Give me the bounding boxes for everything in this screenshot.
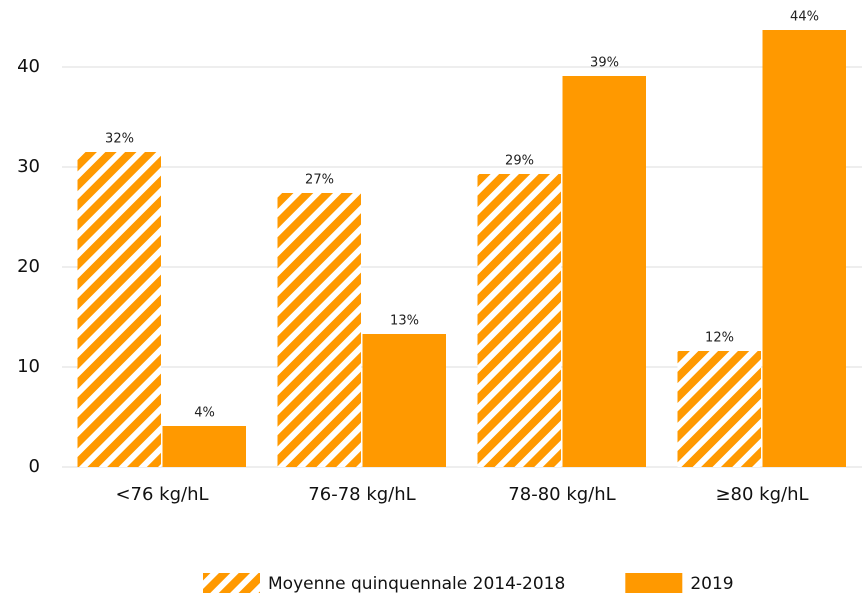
x-tick-label: <76 kg/hL	[115, 484, 208, 505]
value-label: 13%	[390, 314, 419, 329]
x-tick-label: 76-78 kg/hL	[308, 484, 415, 505]
x-tick-label: 78-80 kg/hL	[508, 484, 615, 505]
x-tick-label: ≥80 kg/hL	[715, 484, 808, 505]
legend-swatch	[625, 573, 683, 593]
legend-swatch	[203, 573, 260, 593]
bar	[677, 351, 761, 467]
value-label: 32%	[105, 132, 134, 147]
bar	[562, 76, 646, 467]
bar	[362, 334, 446, 467]
y-tick-label: 40	[17, 56, 40, 77]
bar	[477, 174, 561, 467]
bar	[77, 152, 161, 467]
bar	[162, 426, 246, 467]
value-label: 4%	[194, 406, 215, 421]
legend-label: Moyenne quinquennale 2014-2018	[268, 574, 565, 594]
value-label: 39%	[590, 56, 619, 71]
bar	[762, 30, 846, 467]
value-label: 27%	[305, 173, 334, 188]
value-label: 29%	[505, 154, 534, 169]
bar	[277, 193, 361, 467]
y-tick-label: 0	[29, 456, 40, 477]
value-label: 44%	[790, 10, 819, 25]
legend-label: 2019	[690, 574, 733, 594]
y-tick-label: 20	[17, 256, 40, 277]
value-label: 12%	[705, 331, 734, 346]
y-tick-label: 30	[17, 156, 40, 177]
y-tick-label: 10	[17, 356, 40, 377]
